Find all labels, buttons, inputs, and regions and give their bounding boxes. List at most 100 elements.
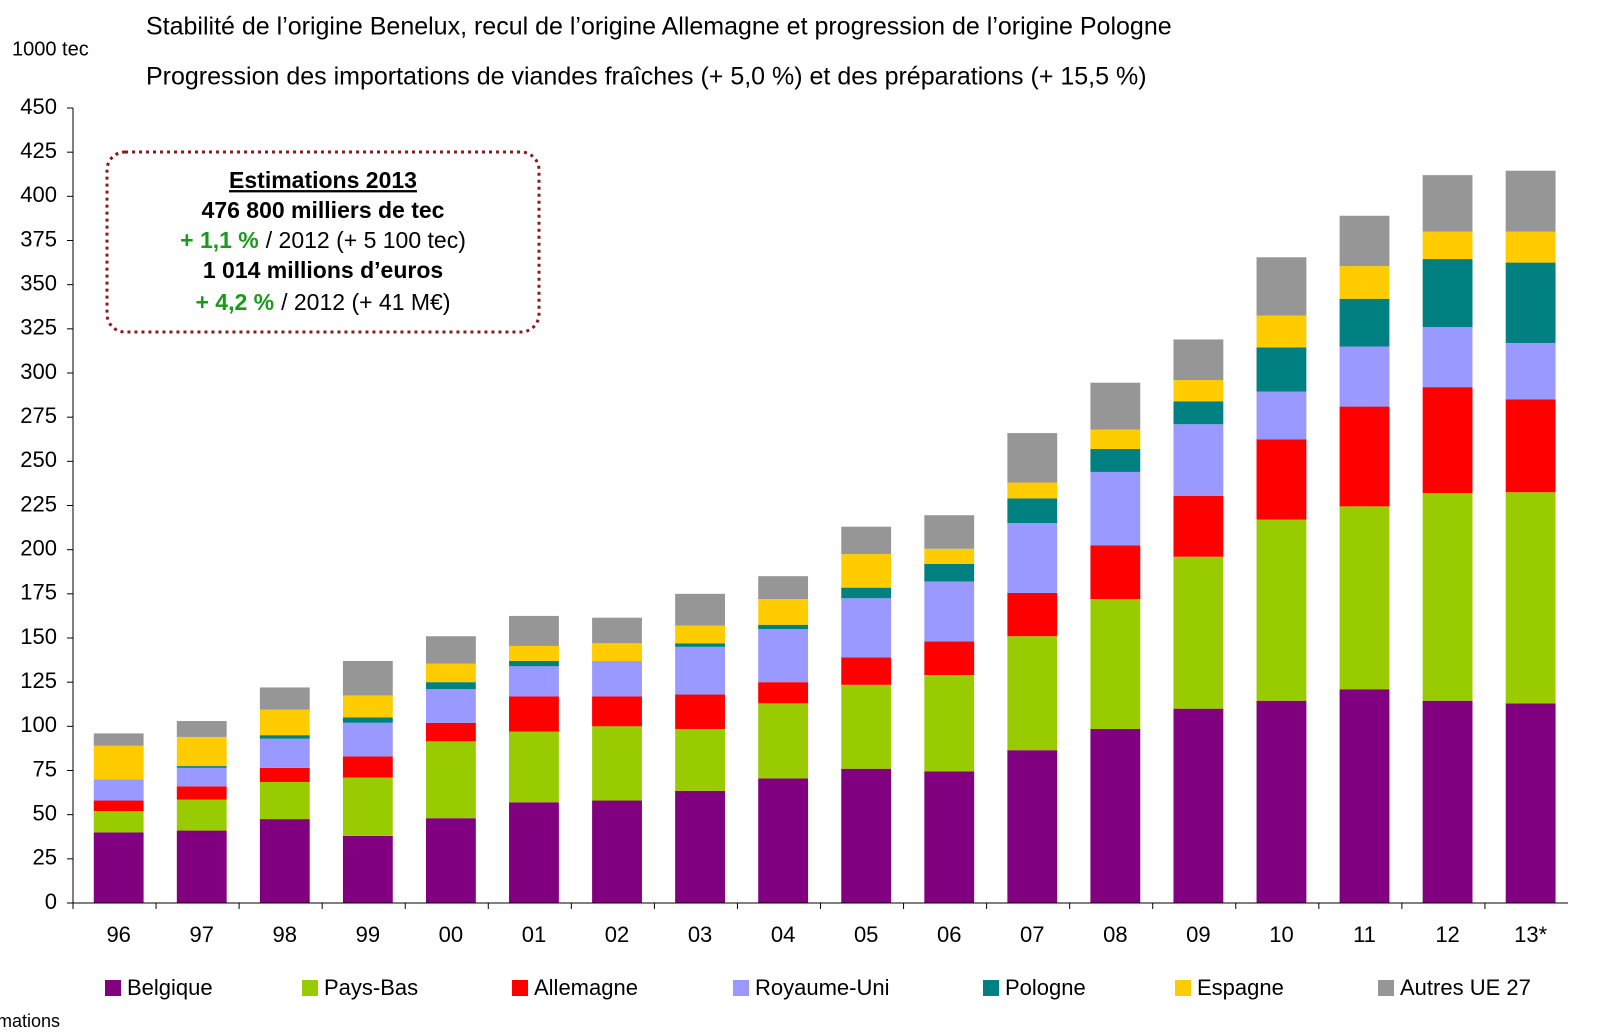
y-tick-label: 375 [20, 226, 57, 251]
chart-title: Stabilité de l’origine Benelux, recul de… [146, 13, 1172, 41]
bar-segment [1339, 406, 1390, 507]
bar-segment [93, 733, 144, 746]
bar-segment [1173, 339, 1224, 381]
y-tick-label: 200 [20, 535, 57, 560]
legend-swatch [512, 980, 528, 996]
annotation-volume: 476 800 milliers de tec [202, 197, 445, 223]
bar-segment [93, 745, 144, 780]
bar-segment [259, 781, 310, 820]
y-tick-label: 0 [45, 889, 57, 914]
legend-label: Pologne [1005, 975, 1086, 1000]
y-label: 1000 tec [12, 38, 89, 60]
bar-segment [924, 675, 975, 772]
bar-segment [509, 666, 559, 697]
bar-segment [176, 766, 227, 768]
bar-segment [758, 682, 809, 704]
x-tick-label: 00 [439, 922, 463, 947]
annotation-change: + 1,1 % [180, 227, 259, 253]
bar-segment [1007, 482, 1058, 499]
bar-segment [1505, 703, 1556, 903]
bar-segment [924, 515, 975, 549]
bar-segment [924, 563, 975, 582]
bar-segment [675, 625, 725, 644]
bar-segment [592, 643, 642, 661]
bar-segment [259, 687, 310, 710]
legend-swatch [105, 980, 121, 996]
annotation-heading: Estimations 2013 [229, 167, 417, 193]
bar-segment [1090, 728, 1141, 903]
bar-segment [1007, 592, 1058, 637]
bar-segment [509, 645, 559, 661]
bar-segment [1256, 391, 1307, 440]
bar-segment [1256, 519, 1307, 701]
bar-segment [1339, 215, 1390, 267]
bar-segment [176, 786, 227, 800]
y-tick-label: 50 [33, 800, 57, 825]
y-tick-label: 175 [20, 580, 57, 605]
bar-segment [342, 777, 393, 836]
bar-segment [176, 799, 227, 831]
bar-segment [1256, 439, 1307, 520]
bar-segment [1007, 498, 1058, 524]
bar-segment [1339, 266, 1390, 299]
legend-label: Pays-Bas [324, 975, 418, 1000]
bar-segment [1505, 262, 1556, 343]
bar-segment [509, 615, 559, 646]
y-tick-label: 450 [20, 94, 57, 119]
bar-segment [841, 587, 892, 599]
bar-segment [841, 554, 892, 588]
bar-segment [1339, 298, 1390, 347]
x-tick-label: 07 [1020, 922, 1044, 947]
chart-subtitle: Progression des importations de viandes … [146, 63, 1147, 91]
x-tick-label: 03 [688, 922, 712, 947]
bar-segment [1422, 327, 1473, 388]
bar-segment [592, 800, 642, 903]
x-tick-label: 98 [273, 922, 297, 947]
bar-segment [425, 636, 476, 664]
x-tick-label: 96 [106, 922, 130, 947]
y-tick-label: 225 [20, 491, 57, 516]
y-tick-label: 275 [20, 403, 57, 428]
bar-segment [176, 736, 227, 767]
bar-segment [675, 790, 725, 903]
bar-segment [675, 643, 725, 647]
bar-segment [425, 689, 476, 723]
bar-segment [342, 756, 393, 778]
bar-segment [259, 819, 310, 903]
bar-segment [924, 641, 975, 676]
bar-segment [1007, 433, 1058, 483]
annotation-value: 1 014 millions d’euros [203, 257, 443, 283]
bar-segment [1090, 545, 1141, 600]
bar-segment [259, 709, 310, 736]
bar-segment [176, 767, 227, 787]
y-tick-label: 400 [20, 182, 57, 207]
bar-segment [93, 811, 144, 833]
x-tick-label: 97 [189, 922, 213, 947]
bar-segment [1007, 523, 1058, 593]
annotation-detail: / 2012 (+ 5 100 tec) [266, 227, 466, 253]
legend-label: Belgique [127, 975, 213, 1000]
bar-segment [342, 722, 393, 757]
legend-swatch [1175, 980, 1191, 996]
legend-label: Allemagne [534, 975, 638, 1000]
bar-segment [758, 624, 809, 630]
bar-segment [425, 663, 476, 683]
bar-segment [758, 629, 809, 683]
legend-swatch [302, 980, 318, 996]
legend-swatch [983, 980, 999, 996]
bar-segment [342, 717, 393, 723]
bar-segment [259, 767, 310, 782]
annotation-box [105, 150, 541, 334]
bar-segment [841, 768, 892, 903]
bar-segment [1173, 556, 1224, 709]
x-tick-label: 06 [937, 922, 961, 947]
bar-segment [176, 721, 227, 737]
bar-segment [675, 694, 725, 729]
bar-segment [592, 660, 642, 697]
bar-segment [1173, 424, 1224, 496]
bar-segment [675, 728, 725, 791]
bar-segment [1173, 380, 1224, 402]
bar-segment [924, 581, 975, 642]
bar-segment [1173, 401, 1224, 425]
